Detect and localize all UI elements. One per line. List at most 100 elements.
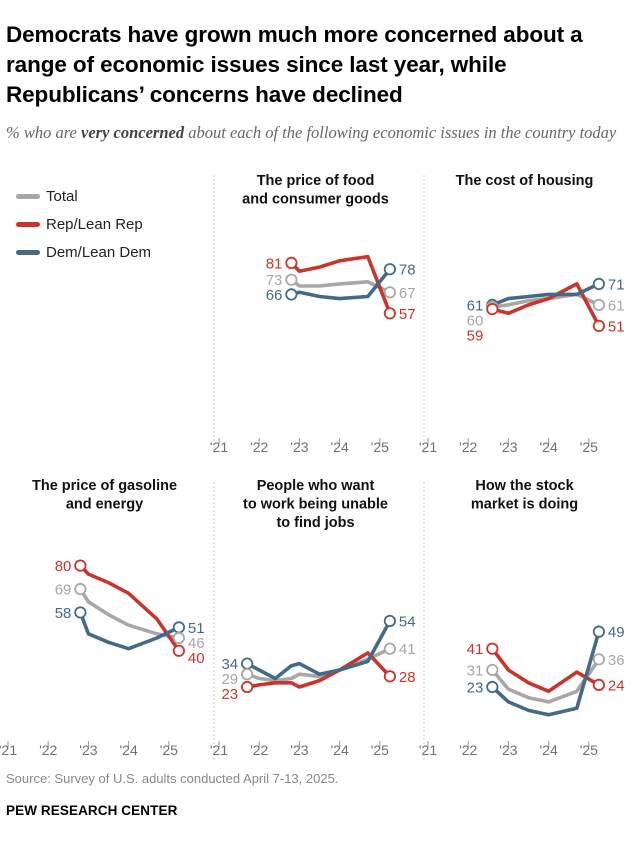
series-line-how-the-stock-market-is-doing-total [490,657,601,704]
point-end-the-price-of-food-and-consumer-goods-dem-lean-dem [383,263,396,276]
x-tick-label-the-price-of-food-and-consumer-goods-4: '24 [331,439,349,455]
point-start-people-who-want-to-work-being-unable-to-find-jobs-total [241,668,254,681]
data-label-end-how-the-stock-market-is-doing-rep-lean-rep: 24 [608,677,625,694]
data-label-end-people-who-want-to-work-being-unable-to-find-jobs-rep-lean-rep: 28 [399,669,416,686]
point-end-the-cost-of-housing-total [592,298,605,311]
series-line-the-price-of-food-and-consumer-goods-dem-lean-dem [289,267,392,301]
x-tick-label-the-cost-of-housing-3: '23 [499,439,517,455]
series-line-how-the-stock-market-is-doing-dem-lean-dem [490,629,601,717]
x-tick-label-people-who-want-to-work-being-unable-to-find-jobs-2: '22 [250,742,268,758]
x-tick-label-people-who-want-to-work-being-unable-to-find-jobs-1: '21 [210,742,228,758]
point-start-the-cost-of-housing-rep-lean-rep [486,303,499,316]
brand-logo-text: PEW RESEARCH CENTER [6,803,178,818]
subtitle-suffix: about each of the following economic iss… [184,123,617,142]
data-label-end-the-cost-of-housing-total: 61 [608,297,625,314]
chart-title-how-the-stock-market-is-doing: How the stock market is doing [471,478,578,513]
data-label-start-how-the-stock-market-is-doing-total: 31 [467,662,484,679]
legend-label-total: Total [46,187,78,205]
chart-title-the-cost-of-housing: The cost of housing [456,173,594,189]
legend-swatch-total [16,193,40,199]
data-label-start-people-who-want-to-work-being-unable-to-find-jobs-rep-lean-rep: 23 [221,686,238,703]
series-line-the-cost-of-housing-dem-lean-dem [490,282,601,307]
data-label-end-the-price-of-food-and-consumer-goods-rep-lean-rep: 57 [399,306,416,323]
point-end-the-price-of-food-and-consumer-goods-total [383,286,396,299]
chart-title-the-price-of-gasoline-and-energy: The price of gasoline and energy [32,478,177,513]
x-tick-label-people-who-want-to-work-being-unable-to-find-jobs-3: '23 [290,742,308,758]
point-start-the-price-of-gasoline-and-energy-dem-lean-dem [74,606,87,619]
point-start-how-the-stock-market-is-doing-rep-lean-rep [486,642,499,655]
chart-the-price-of-gasoline-and-energy: The price of gasoline and energy '21 '22 '23… [0,478,205,758]
point-start-people-who-want-to-work-being-unable-to-find-jobs-dem-lean-dem [241,657,254,670]
chart-title-line-the-price-of-gasoline-and-energy-1: The price of gasoline [32,478,177,494]
chart-people-who-want-to-work-being-unable-to-find-jobs: People who want to work being unable to fi… [210,478,416,758]
x-tick-label-the-price-of-food-and-consumer-goods-3: '23 [290,439,308,455]
data-label-end-people-who-want-to-work-being-unable-to-find-jobs-total: 41 [399,641,416,658]
data-label-end-the-price-of-gasoline-and-energy-total: 46 [188,635,205,652]
legend: Total Rep/Lean Rep Dem/Lean Dem [16,182,151,266]
chart-title-line-the-price-of-food-and-consumer-goods-1: The price of food [257,173,375,189]
x-tick-label-how-the-stock-market-is-doing-1: '21 [419,742,437,758]
data-label-end-the-price-of-food-and-consumer-goods-total: 67 [399,285,416,302]
x-tick-label-the-price-of-food-and-consumer-goods-5: '25 [371,439,389,455]
x-tick-label-the-price-of-gasoline-and-energy-3: '23 [79,742,97,758]
data-label-end-people-who-want-to-work-being-unable-to-find-jobs-dem-lean-dem: 54 [399,613,416,630]
chart-title-line-people-who-want-to-work-being-unable-to-find-jobs-3: to find jobs [276,515,354,531]
point-start-how-the-stock-market-is-doing-total [486,663,499,677]
point-start-the-price-of-food-and-consumer-goods-dem-lean-dem [285,288,298,301]
data-label-start-the-price-of-food-and-consumer-goods-dem-lean-dem: 66 [266,287,283,304]
data-label-end-the-price-of-gasoline-and-energy-dem-lean-dem: 51 [188,620,205,637]
data-label-start-the-cost-of-housing-dem-lean-dem: 61 [467,297,484,314]
subtitle-prefix: % who are [6,123,82,142]
legend-label-dem: Dem/Lean Dem [46,243,152,261]
data-label-start-people-who-want-to-work-being-unable-to-find-jobs-total: 29 [221,671,238,688]
point-start-the-price-of-gasoline-and-energy-rep-lean-rep [74,559,87,572]
legend-swatch-rep [16,221,40,227]
subtitle-emphasis: very concerned [81,123,185,142]
data-label-start-the-price-of-food-and-consumer-goods-rep-lean-rep: 81 [266,255,283,272]
point-end-how-the-stock-market-is-doing-total [592,653,605,666]
chart-title-line-the-cost-of-housing-1: The cost of housing [456,173,594,189]
point-end-people-who-want-to-work-being-unable-to-find-jobs-total [383,642,396,655]
x-tick-label-the-cost-of-housing-2: '22 [459,439,477,455]
chart-title-line-how-the-stock-market-is-doing-1: How the stock [475,478,574,494]
data-label-start-the-price-of-gasoline-and-energy-total: 69 [55,582,72,599]
point-end-people-who-want-to-work-being-unable-to-find-jobs-rep-lean-rep [383,670,396,683]
x-tick-label-people-who-want-to-work-being-unable-to-find-jobs-4: '24 [331,742,349,758]
small-multiples-charts: The price of food and consumer goods '21 '2… [0,173,625,760]
data-label-end-how-the-stock-market-is-doing-total: 36 [608,652,625,669]
point-end-how-the-stock-market-is-doing-dem-lean-dem [592,625,605,638]
x-tick-label-how-the-stock-market-is-doing-5: '25 [580,742,598,758]
x-tick-label-the-cost-of-housing-1: '21 [419,439,437,455]
data-label-end-the-price-of-food-and-consumer-goods-dem-lean-dem: 78 [399,262,416,279]
x-tick-label-the-price-of-gasoline-and-energy-2: '22 [39,742,57,758]
x-tick-label-the-price-of-gasoline-and-energy-1: '21 [0,742,17,758]
data-label-end-how-the-stock-market-is-doing-dem-lean-dem: 49 [608,624,625,641]
point-end-the-cost-of-housing-dem-lean-dem [592,277,605,291]
x-tick-label-the-cost-of-housing-5: '25 [580,439,598,455]
legend-item-total: Total [16,182,151,210]
x-tick-label-the-price-of-food-and-consumer-goods-1: '21 [210,439,228,455]
x-tick-label-the-price-of-food-and-consumer-goods-2: '22 [250,439,268,455]
point-start-people-who-want-to-work-being-unable-to-find-jobs-rep-lean-rep [241,680,254,694]
data-label-start-the-price-of-gasoline-and-energy-rep-lean-rep: 80 [55,558,72,575]
chart-title-the-price-of-food-and-consumer-goods: The price of food and consumer goods [242,173,389,208]
data-label-start-the-price-of-gasoline-and-energy-dem-lean-dem: 58 [55,605,72,622]
x-tick-label-the-price-of-gasoline-and-energy-4: '24 [120,742,138,758]
chart-the-cost-of-housing: The cost of housing'21'22'23'24'25616059… [419,173,625,455]
x-tick-label-people-who-want-to-work-being-unable-to-find-jobs-5: '25 [371,742,389,758]
chart-subtitle: % who are very concerned about each of t… [6,120,636,145]
data-label-start-how-the-stock-market-is-doing-rep-lean-rep: 41 [467,641,484,658]
point-end-the-price-of-gasoline-and-energy-total [172,631,185,645]
point-end-the-price-of-gasoline-and-energy-rep-lean-rep [172,644,185,657]
point-end-people-who-want-to-work-being-unable-to-find-jobs-dem-lean-dem [383,614,396,628]
series-line-people-who-want-to-work-being-unable-to-find-jobs-rep-lean-rep [245,651,392,689]
x-tick-label-the-cost-of-housing-4: '24 [540,439,558,455]
data-label-start-the-cost-of-housing-rep-lean-rep: 59 [467,327,484,344]
data-label-start-the-price-of-food-and-consumer-goods-total: 73 [266,272,283,289]
legend-swatch-dem [16,249,40,255]
legend-label-rep: Rep/Lean Rep [46,215,143,233]
chart-title-line-how-the-stock-market-is-doing-2: market is doing [471,497,578,513]
chart-title-line-the-price-of-food-and-consumer-goods-2: and consumer goods [242,192,389,208]
chart-how-the-stock-market-is-doing: How the stock market is doing '21 '22 '23 '24… [419,478,625,758]
series-line-the-price-of-food-and-consumer-goods-rep-lean-rep [289,254,392,316]
